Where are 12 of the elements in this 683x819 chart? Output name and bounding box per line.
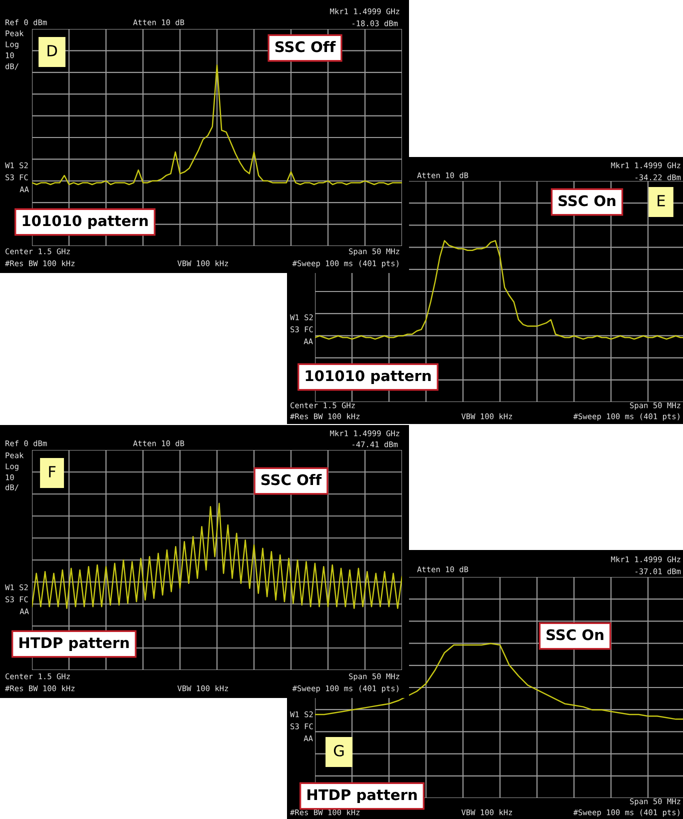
annotation: 101010 pattern — [22, 215, 148, 230]
annotation: HTDP pattern — [307, 789, 417, 804]
text: SSC Off — [261, 474, 322, 486]
annotation: G — [334, 744, 344, 756]
text: D — [48, 45, 57, 56]
annotation: HTDP pattern — [19, 637, 129, 652]
text: F — [49, 466, 56, 478]
text: SSC On — [546, 629, 604, 640]
text: E — [658, 195, 665, 206]
text: SSC On — [558, 195, 616, 206]
annotation: 101010 pattern — [306, 370, 431, 384]
text: SSC Off — [275, 40, 336, 52]
